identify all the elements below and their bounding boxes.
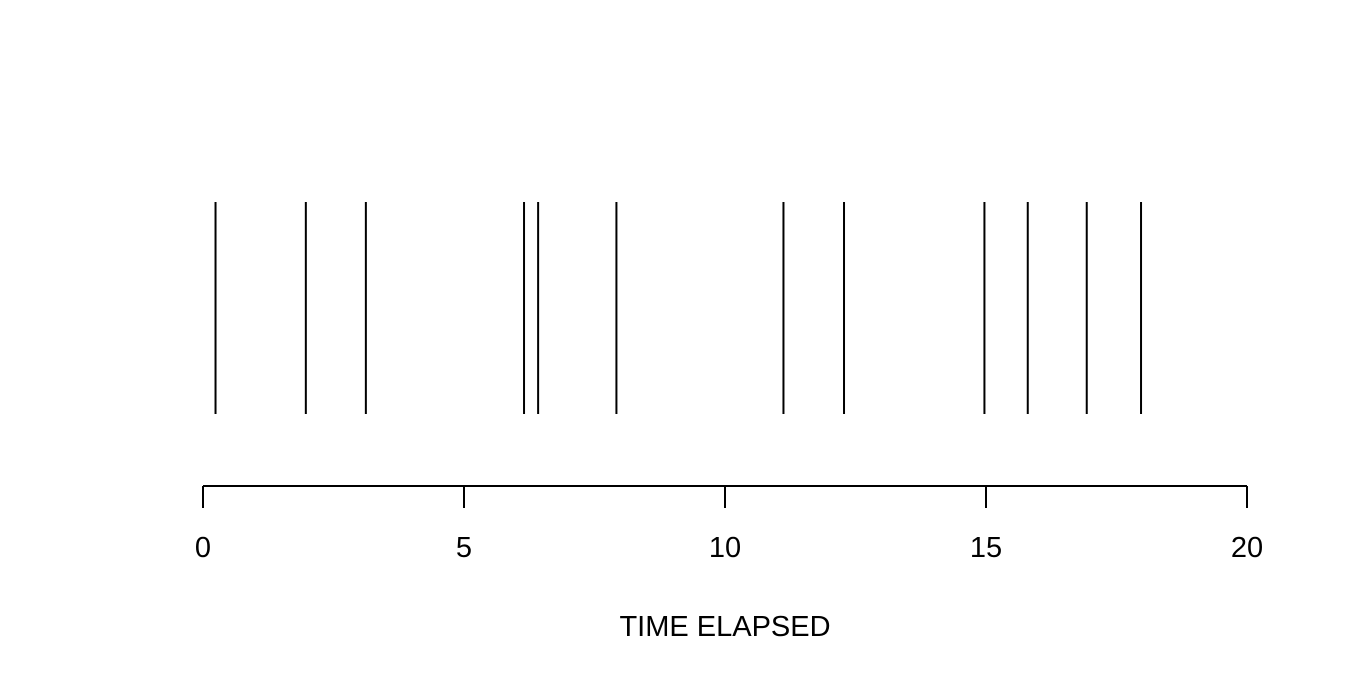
- x-tick-label-1: 5: [456, 532, 472, 564]
- x-tick-label-2: 10: [709, 532, 741, 564]
- x-tick-label-4: 20: [1231, 532, 1263, 564]
- x-axis-ticks: [202, 486, 1248, 508]
- event-lines: [214, 202, 1143, 414]
- x-tick-label-3: 15: [970, 532, 1002, 564]
- x-axis-title: TIME ELAPSED: [619, 611, 830, 643]
- x-axis-tick-labels: 0 5 10 15 20: [195, 532, 1263, 564]
- x-tick-label-0: 0: [195, 532, 211, 564]
